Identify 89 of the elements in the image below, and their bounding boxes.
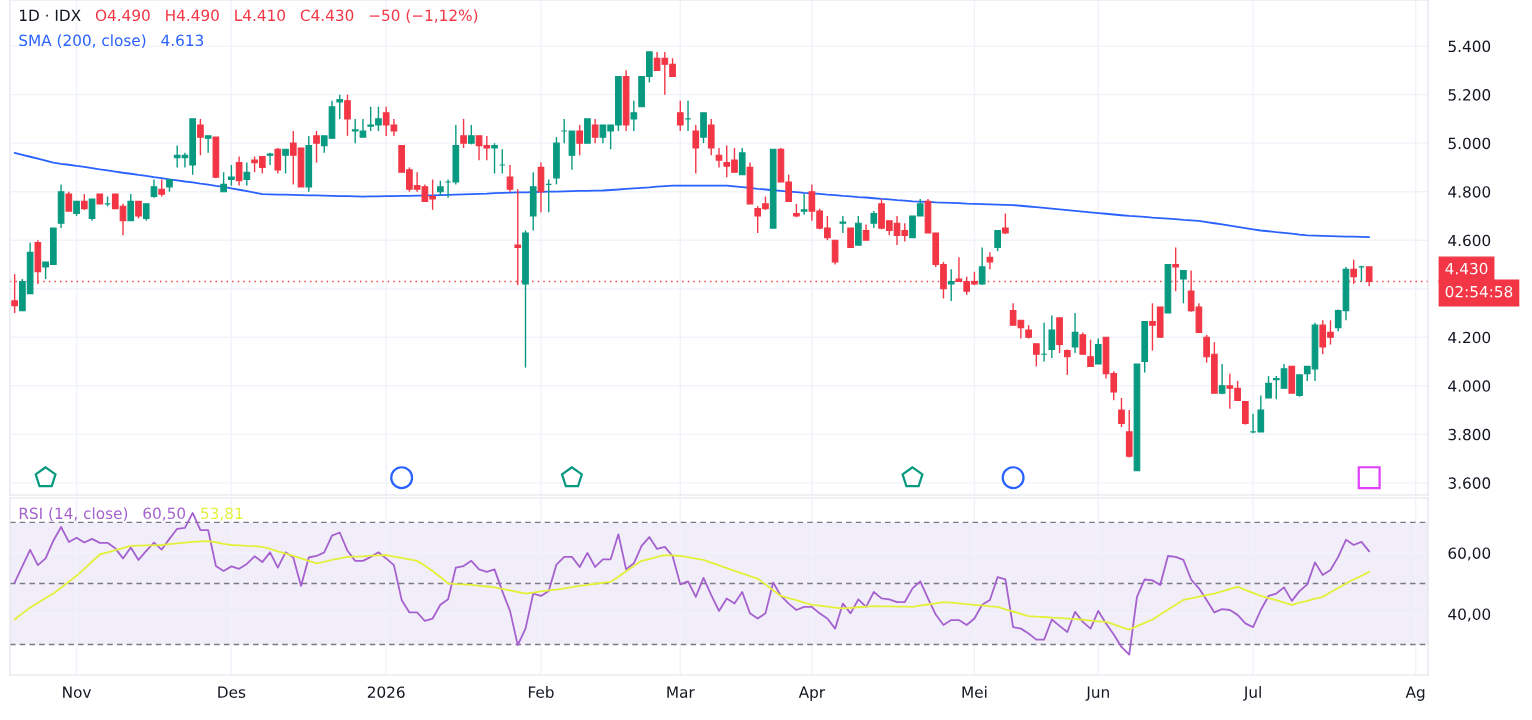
candlestick bbox=[676, 100, 684, 132]
x-tick-label: Mar bbox=[667, 686, 695, 698]
y-tick-label: 3.600 bbox=[1448, 477, 1491, 489]
y-tick-label: 4.800 bbox=[1448, 186, 1491, 198]
annotation: 53,81 bbox=[201, 507, 243, 521]
candlestick bbox=[560, 118, 568, 144]
x-tick-label: Ag bbox=[1405, 686, 1425, 701]
x-tick-label: Des bbox=[218, 686, 246, 698]
candlestick bbox=[491, 142, 498, 175]
candlestick bbox=[839, 215, 847, 234]
candlestick bbox=[282, 148, 289, 175]
candlestick bbox=[1048, 314, 1056, 359]
candlestick bbox=[1033, 343, 1040, 368]
candlestick bbox=[228, 164, 235, 187]
candlestick bbox=[197, 118, 204, 156]
candlestick bbox=[1180, 269, 1187, 305]
candlestick bbox=[498, 148, 506, 175]
candlestick bbox=[947, 268, 955, 302]
candlestick bbox=[1087, 339, 1094, 368]
candlestick bbox=[220, 171, 227, 193]
candlestick bbox=[576, 124, 584, 156]
candlestick bbox=[684, 100, 692, 132]
annotation: 4.613 bbox=[161, 34, 204, 47]
annotation: −50 (−1,12%) bbox=[369, 9, 478, 23]
candlestick bbox=[274, 147, 282, 175]
candlestick bbox=[1071, 312, 1079, 354]
y-tick-label: 5.000 bbox=[1448, 137, 1491, 150]
y-tick-label: 60,00 bbox=[1448, 547, 1491, 561]
candlestick bbox=[266, 152, 274, 166]
line-series bbox=[13, 540, 1371, 631]
annotation: O4.490 bbox=[95, 9, 150, 22]
series-label: RSI (14, close) bbox=[19, 507, 128, 521]
text: 1D · IDX bbox=[20, 9, 81, 21]
candlestick bbox=[831, 239, 839, 266]
candlestick bbox=[1365, 266, 1373, 288]
candlestick bbox=[1241, 400, 1249, 426]
candlestick bbox=[707, 118, 715, 156]
text: SMA (200, close) bbox=[19, 34, 146, 48]
candlestick bbox=[506, 164, 514, 193]
text: 02:54:58 bbox=[1445, 285, 1513, 298]
candlestick bbox=[978, 246, 986, 286]
y-tick-label: 5.200 bbox=[1448, 89, 1491, 101]
candlestick bbox=[460, 118, 467, 149]
candlestick bbox=[591, 118, 599, 144]
candlestick bbox=[986, 251, 994, 271]
candlestick bbox=[1296, 374, 1303, 398]
candlestick bbox=[65, 190, 73, 212]
candlestick bbox=[336, 93, 344, 120]
y-tick-label: 40,00 bbox=[1448, 608, 1491, 622]
candlestick bbox=[88, 198, 96, 222]
candlestick bbox=[738, 147, 746, 176]
annotation: C4.430 bbox=[300, 9, 354, 22]
candlestick bbox=[800, 193, 808, 216]
candlestick bbox=[204, 135, 212, 154]
x-tick-label: Nov bbox=[63, 686, 92, 698]
candlestick bbox=[854, 215, 862, 246]
y-tick-label: 4.000 bbox=[1448, 380, 1491, 392]
annotation: 60,50 bbox=[143, 507, 186, 521]
candlestick bbox=[994, 229, 1001, 252]
candlestick bbox=[1265, 375, 1272, 399]
annotation: H4.490 bbox=[166, 9, 219, 22]
candlestick bbox=[1218, 363, 1226, 395]
y-tick-label: 4.600 bbox=[1448, 234, 1491, 247]
candlestick bbox=[1118, 397, 1125, 428]
candlestick bbox=[243, 161, 251, 187]
x-tick-label: Jun bbox=[1085, 686, 1109, 701]
candlestick bbox=[150, 178, 158, 199]
y-tick-label: 5.400 bbox=[1448, 40, 1491, 53]
y-tick-label: 4.200 bbox=[1448, 331, 1491, 344]
annotation: L4.410 bbox=[235, 9, 286, 22]
candlestick bbox=[235, 155, 243, 187]
x-tick-label: Mei bbox=[962, 686, 987, 698]
candlestick bbox=[1063, 348, 1071, 376]
candlestick bbox=[344, 93, 351, 137]
candlestick bbox=[630, 100, 638, 132]
x-tick-label: Apr bbox=[798, 686, 826, 701]
ref-line-label: 4.430 bbox=[1445, 262, 1488, 275]
candlestick bbox=[692, 124, 700, 175]
y-tick-label: 3.800 bbox=[1448, 428, 1491, 441]
x-tick-label: 2026 bbox=[367, 686, 405, 698]
candlestick bbox=[1079, 331, 1087, 355]
candlestick bbox=[1094, 337, 1102, 365]
x-tick-label: Jul bbox=[1243, 686, 1261, 701]
candlestick bbox=[313, 130, 320, 164]
candlestick bbox=[127, 193, 135, 222]
x-tick-label: Feb bbox=[528, 686, 554, 698]
line-series bbox=[13, 151, 1371, 238]
candlestick bbox=[715, 147, 723, 169]
candlestick bbox=[847, 227, 854, 249]
